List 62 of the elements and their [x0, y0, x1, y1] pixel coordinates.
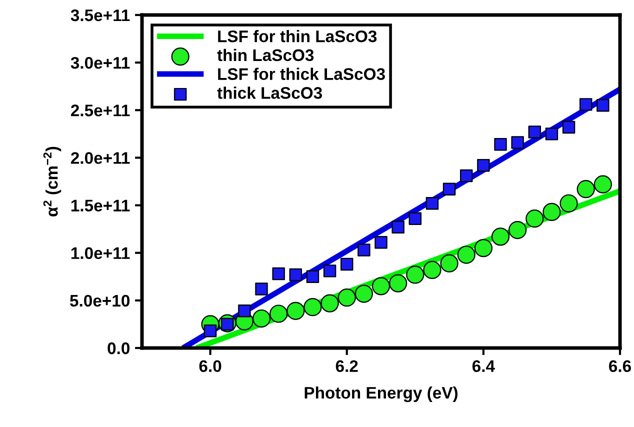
x-tick-label: 6.6	[609, 360, 631, 372]
point	[252, 309, 271, 328]
point	[406, 266, 424, 284]
point	[289, 268, 302, 282]
point	[204, 324, 217, 338]
point	[374, 236, 388, 249]
point	[511, 136, 524, 149]
point	[542, 202, 561, 222]
y-tick-label: 1.5e+11	[71, 200, 130, 212]
point	[354, 284, 373, 303]
y-tick-label: 3.5e+11	[70, 9, 130, 22]
point	[460, 169, 473, 182]
legend-label: LSF for thin LaScO3	[218, 30, 377, 42]
point	[426, 197, 439, 210]
point	[474, 239, 492, 258]
legend-label: thick LaScO3	[217, 86, 322, 99]
point	[494, 138, 507, 151]
point	[526, 210, 544, 228]
point	[508, 220, 527, 240]
point	[270, 304, 288, 323]
legend-label: LSF for thick LaScO3	[218, 68, 385, 80]
point	[491, 228, 510, 246]
point	[389, 274, 408, 292]
point	[457, 246, 476, 264]
point	[576, 180, 595, 198]
point	[286, 302, 305, 320]
x-axis-title: Photon Energy (eV)	[304, 386, 458, 402]
point	[358, 244, 370, 256]
y-tick-label: 1.0e+11	[71, 247, 130, 260]
point	[372, 277, 390, 296]
point	[423, 260, 442, 280]
x-tick-label: 6.2	[336, 360, 358, 372]
point	[238, 304, 251, 318]
point	[477, 158, 490, 172]
y-tick-label: 0.0	[108, 342, 130, 354]
point	[255, 282, 268, 296]
point	[306, 270, 320, 284]
point	[594, 175, 612, 194]
y-tick-label: 2.5e+11	[70, 104, 130, 116]
point	[442, 182, 456, 196]
point	[304, 298, 322, 316]
y-tick-label: 2.0e+11	[70, 152, 130, 164]
point	[440, 254, 458, 272]
legend-label: thin LaScO3	[217, 48, 314, 62]
point	[340, 258, 354, 271]
point	[323, 264, 336, 278]
point	[545, 128, 558, 140]
point	[528, 126, 542, 138]
point	[560, 194, 578, 212]
x-tick-label: 6.0	[199, 360, 222, 372]
point	[596, 99, 610, 112]
point	[408, 212, 422, 225]
point	[562, 120, 576, 134]
y-axis-title: α$^{2}$ (cm$^{−2}$)	[43, 146, 62, 216]
point	[320, 294, 339, 312]
x-tick-label: 6.4	[472, 360, 495, 372]
point	[579, 98, 592, 111]
point	[338, 288, 356, 307]
point	[272, 267, 285, 280]
point	[392, 220, 404, 234]
y-tick-label: 3.0e+11	[70, 56, 130, 69]
y-tick-label: 5.0e+10	[70, 294, 130, 307]
